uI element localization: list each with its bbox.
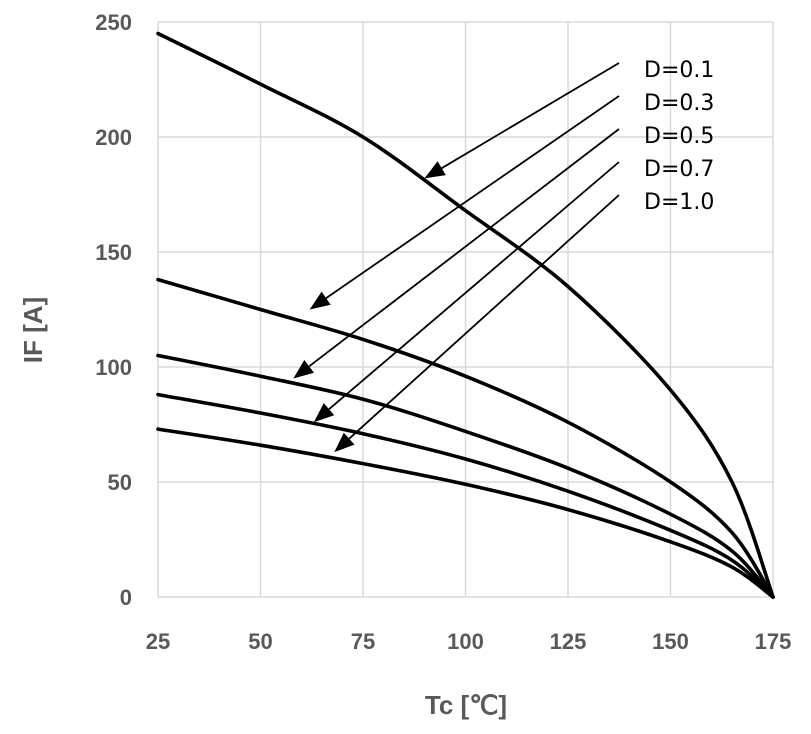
x-tick-label: 175: [755, 629, 792, 654]
y-tick-label: 0: [120, 585, 132, 610]
y-tick-label: 100: [95, 355, 132, 380]
pointer-line: [325, 95, 620, 299]
legend-label: D=1.0: [644, 190, 714, 215]
series-curve-D-0-7: [156, 392, 775, 599]
pointer-line: [328, 161, 620, 410]
series-curve-D-0-1: [156, 31, 775, 599]
x-tick-label: 50: [248, 629, 272, 654]
y-axis-title: IF [A]: [18, 297, 48, 363]
grid-lines: [157, 21, 774, 598]
series-curve-D-0-3: [156, 277, 775, 599]
legend-label: D=0.3: [644, 91, 714, 116]
series-curve-D-0-5: [156, 353, 775, 599]
x-tick-label: 25: [146, 629, 170, 654]
series-curve-D-1-0: [156, 427, 775, 599]
x-tick-label: 100: [447, 629, 484, 654]
pointer-arrowhead: [313, 403, 335, 423]
pointer-line: [308, 128, 620, 368]
legend-label: D=0.5: [644, 124, 714, 149]
x-tick-labels: 25 50 75 100 125 150 175: [146, 629, 792, 654]
pointer-arrowhead: [293, 360, 314, 379]
series-curves: [156, 31, 775, 599]
pointer-arrowhead: [424, 161, 446, 179]
pointer-line: [348, 194, 620, 440]
legend-pointers: [293, 62, 620, 453]
pointer-arrowhead: [334, 432, 355, 453]
y-tick-label: 200: [95, 125, 132, 150]
legend-label: D=0.1: [644, 58, 714, 83]
pointer-line: [441, 62, 620, 169]
x-tick-label: 125: [550, 629, 587, 654]
y-tick-label: 250: [95, 10, 132, 35]
legend-label: D=0.7: [644, 157, 714, 182]
y-tick-labels: 0 50 100 150 200 250: [95, 10, 132, 610]
y-tick-label: 150: [95, 240, 132, 265]
legend-labels: D=0.1 D=0.3 D=0.5 D=0.7 D=1.0: [644, 58, 714, 215]
x-tick-label: 75: [351, 629, 375, 654]
y-tick-label: 50: [108, 470, 132, 495]
pointer-arrowhead: [309, 291, 331, 310]
x-tick-label: 150: [652, 629, 689, 654]
x-axis-title: Tc [℃]: [425, 690, 507, 720]
